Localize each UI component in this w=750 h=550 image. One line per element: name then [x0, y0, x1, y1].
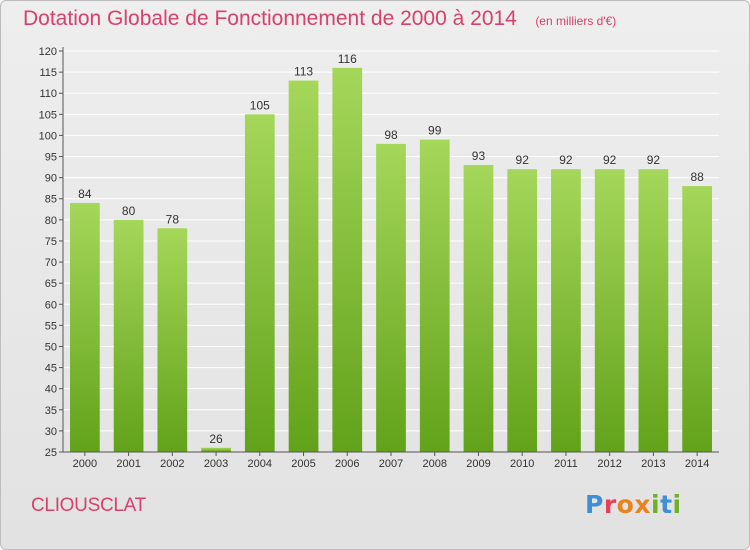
y-tick-label: 35 — [45, 405, 57, 417]
bar-2006 — [332, 67, 363, 452]
data-label-2009: 93 — [472, 149, 486, 163]
x-tick-label-2013: 2013 — [641, 458, 665, 470]
x-tick-label-2014: 2014 — [685, 458, 709, 470]
y-tick-label: 60 — [45, 299, 57, 311]
bar-2014 — [682, 186, 713, 453]
x-tick-label-2004: 2004 — [248, 458, 272, 470]
y-tick-label: 110 — [39, 88, 57, 100]
y-tick-label: 120 — [39, 46, 57, 58]
x-tick-label-2005: 2005 — [291, 458, 315, 470]
bar-2012 — [594, 169, 625, 453]
y-tick-label: 30 — [45, 426, 57, 438]
data-label-2013: 92 — [647, 153, 661, 167]
y-tick-label: 65 — [45, 278, 57, 290]
data-label-2011: 92 — [559, 153, 573, 167]
data-label-2005: 113 — [294, 65, 313, 79]
bar-2009 — [463, 164, 494, 452]
y-tick-label: 105 — [39, 109, 57, 121]
y-tick-label: 45 — [45, 363, 57, 375]
data-label-2006: 116 — [338, 52, 357, 66]
data-label-2004: 105 — [250, 98, 270, 112]
y-tick-label: 100 — [39, 130, 57, 142]
chart-unit: (en milliers d'€) — [535, 14, 617, 28]
y-tick-label: 95 — [45, 152, 57, 164]
data-label-2001: 80 — [122, 204, 136, 218]
bar-2005 — [288, 80, 319, 453]
data-label-2008: 99 — [428, 124, 442, 138]
data-label-2014: 88 — [690, 170, 704, 184]
bar-2007 — [376, 143, 406, 452]
x-tick-label-2000: 2000 — [73, 458, 97, 470]
x-tick-label-2006: 2006 — [335, 458, 359, 470]
bar-2002 — [157, 228, 188, 452]
y-tick-label: 75 — [45, 236, 57, 248]
bar-2010 — [507, 169, 538, 453]
x-tick-label-2011: 2011 — [554, 458, 578, 470]
y-tick-label: 40 — [45, 384, 57, 396]
bar-2013 — [638, 169, 669, 453]
x-tick-label-2007: 2007 — [379, 458, 403, 470]
data-label-2010: 92 — [516, 153, 530, 167]
x-tick-label-2009: 2009 — [466, 458, 490, 470]
chart-title-block: Dotation Globale de Fonctionnement de 20… — [23, 7, 616, 31]
bar-2004 — [244, 114, 275, 452]
y-tick-label: 90 — [45, 173, 57, 185]
y-tick-label: 80 — [45, 215, 57, 227]
y-tick-label: 70 — [45, 257, 57, 269]
x-tick-label-2002: 2002 — [160, 458, 184, 470]
y-tick-label: 50 — [45, 341, 57, 353]
proxiti-logo: Proxiti — [585, 490, 682, 519]
data-label-2002: 78 — [166, 212, 180, 226]
bar-2011 — [551, 169, 581, 453]
x-tick-label-2001: 2001 — [116, 458, 140, 470]
y-tick-label: 85 — [45, 194, 57, 206]
y-tick-label: 115 — [39, 67, 57, 79]
y-tick-label: 25 — [45, 447, 57, 459]
bar-2001 — [113, 219, 144, 452]
commune-name: CLIOUSCLAT — [31, 495, 146, 516]
data-label-2000: 84 — [78, 187, 92, 201]
data-label-2012: 92 — [603, 153, 617, 167]
chart-title: Dotation Globale de Fonctionnement de 20… — [23, 7, 517, 30]
x-tick-label-2010: 2010 — [510, 458, 534, 470]
y-tick-label: 55 — [45, 320, 57, 332]
bar-2000 — [69, 202, 100, 452]
bar-2008 — [419, 139, 450, 453]
bar-2003 — [201, 447, 231, 452]
data-label-2007: 98 — [384, 128, 398, 142]
x-tick-label-2003: 2003 — [204, 458, 228, 470]
x-tick-label-2008: 2008 — [422, 458, 446, 470]
data-label-2003: 26 — [209, 432, 223, 446]
x-tick-label-2012: 2012 — [597, 458, 621, 470]
